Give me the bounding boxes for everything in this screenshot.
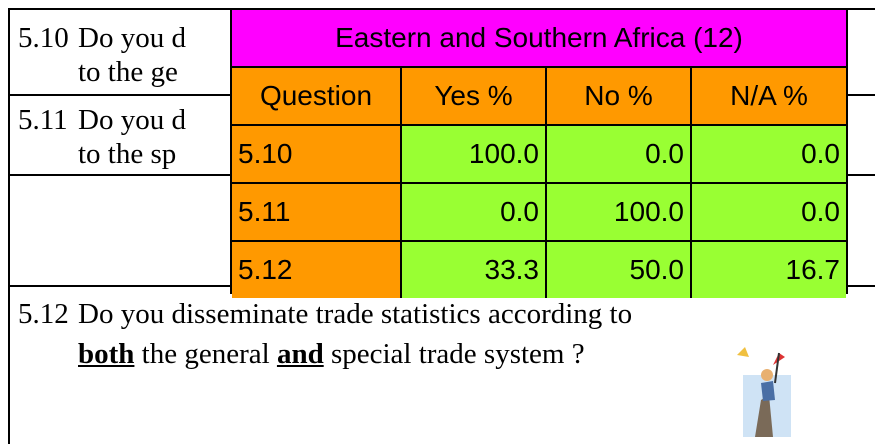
data-cell: 5.10 [232, 126, 402, 182]
q-number: 5.11 [18, 104, 68, 137]
data-cell: 0.0 [692, 126, 846, 182]
emphasis: both [78, 338, 134, 370]
rule [8, 8, 10, 444]
header-cell: N/A % [692, 68, 846, 124]
data-cell: 5.12 [232, 242, 402, 298]
q-text: Do you d [78, 104, 186, 137]
q-number: 5.12 [18, 298, 69, 331]
data-cell: 5.11 [232, 184, 402, 240]
header-cell: Question [232, 68, 402, 124]
q-text: both the general and special trade syste… [78, 338, 585, 371]
q-text: Do you disseminate trade statistics acco… [78, 298, 632, 331]
q-text: Do you d [78, 22, 186, 55]
text-run: the general [134, 338, 277, 370]
clipart [735, 345, 793, 437]
data-cell: 100.0 [402, 126, 547, 182]
q-number: 5.10 [18, 22, 69, 55]
data-cell: 0.0 [692, 184, 846, 240]
emphasis: and [277, 338, 324, 370]
overlay-table: Eastern and Southern Africa (12) Questio… [230, 8, 848, 294]
page: 5.10 Do you d to the ge 5.11 Do you d to… [0, 0, 875, 444]
header-cell: Yes % [402, 68, 547, 124]
data-cell: 33.3 [402, 242, 547, 298]
data-cell: 0.0 [402, 184, 547, 240]
data-cell: 16.7 [692, 242, 846, 298]
header-cell: No % [547, 68, 692, 124]
data-cell: 50.0 [547, 242, 692, 298]
bold: and [277, 338, 324, 370]
q-text: to the ge [78, 56, 178, 89]
table-title: Eastern and Southern Africa (12) [232, 10, 846, 68]
data-cell: 0.0 [547, 126, 692, 182]
q-text: to the sp [78, 138, 176, 171]
data-cell: 100.0 [547, 184, 692, 240]
bold: both [78, 338, 134, 370]
text-run: special trade system ? [324, 338, 585, 370]
